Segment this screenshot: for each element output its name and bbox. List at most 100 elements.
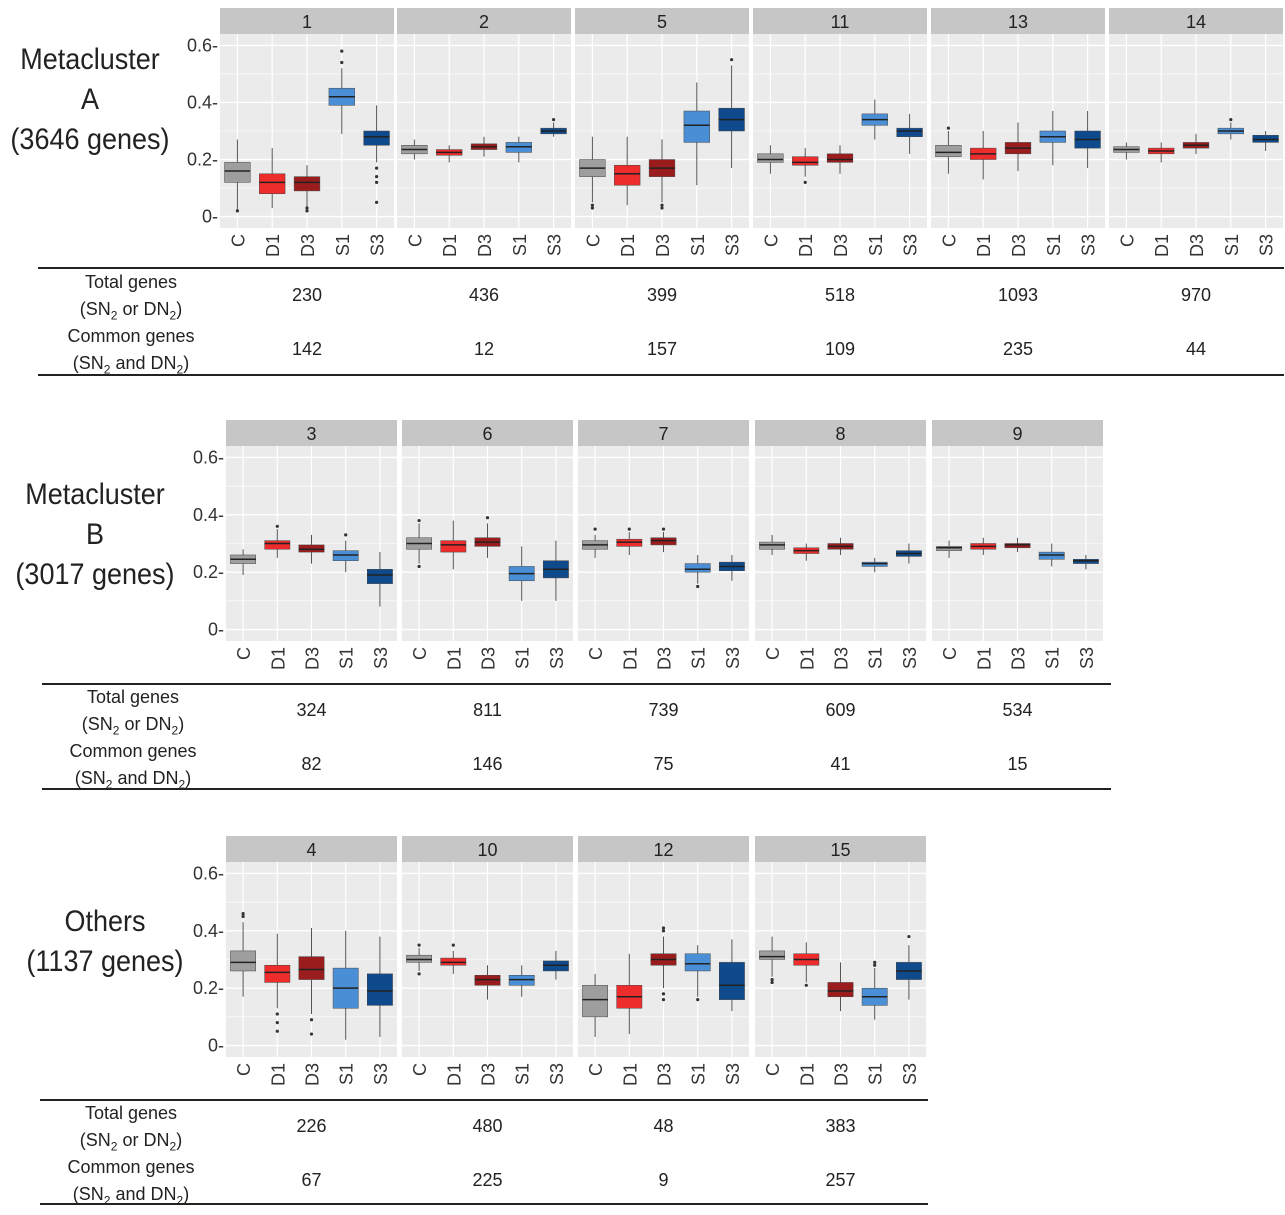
outlier-point [417,972,421,976]
facet-strip [753,8,927,34]
box-D1 [264,540,291,550]
x-tick-label: S1 [513,647,533,669]
outlier-point [873,963,877,967]
outlier-point [305,209,309,213]
outlier-point [275,1029,279,1033]
x-tick-label: D1 [440,234,460,257]
common-genes-value: 146 [472,754,503,774]
facet-label: 7 [658,424,668,444]
facet-label: 14 [1186,12,1206,32]
facet-strip [1109,8,1283,34]
total-genes-value: 609 [825,700,856,720]
x-tick-label: C [1117,234,1137,247]
group-label: Metacluster A (3646 genes) [10,43,170,156]
x-tick-label: D3 [832,1063,852,1086]
y-tick-label: 0.4- [187,92,218,112]
x-tick-label: D1 [618,234,638,257]
x-tick-label: C [763,1063,783,1076]
outlier-point [696,584,700,589]
facet-label: 4 [306,840,316,860]
y-tick-label: 0.2- [187,150,218,170]
common-genes-value: 235 [1002,339,1034,359]
x-tick-label: S3 [547,1063,567,1085]
common-genes-value: 157 [646,339,678,359]
outlier-point [375,175,379,179]
x-tick-label: C [940,647,960,660]
outlier-point [770,980,774,985]
outlier-point [770,977,774,982]
facet-strip [575,8,749,34]
x-tick-label: C [410,647,430,660]
common-genes-label: Common genes (SN2 and DN2) [67,1157,195,1208]
outlier-point [660,203,664,207]
outlier-point [696,998,700,1002]
x-tick-label: D1 [797,647,817,670]
facet-strip [402,836,573,862]
total-genes-value: 230 [291,285,323,305]
x-tick-label: S3 [371,647,391,669]
group-label: Others (1137 genes) [26,905,184,978]
common-genes-value: 225 [472,1170,503,1190]
outlier-point [340,49,344,53]
facet-label: 15 [830,840,850,860]
x-tick-label: C [583,234,603,247]
facet-strip [578,836,749,862]
facet-label: 5 [657,12,667,32]
outlier-point [344,533,348,537]
total-genes-label: Total genes (SN2 or DN2) [79,1103,183,1154]
outlier-point [661,998,666,1002]
box-S3 [363,130,390,146]
facet-strip [755,420,926,446]
outlier-point [907,934,911,939]
outlier-point [309,1032,314,1036]
x-tick-label: D3 [1009,234,1029,257]
common-genes-value: 15 [1007,754,1028,774]
outlier-point [804,983,808,987]
x-tick-label: D1 [797,1063,817,1086]
facet-strip [220,8,394,34]
box-D3 [293,176,321,192]
box-D3 [827,982,854,998]
facet-strip [402,420,573,446]
facet-label: 10 [477,840,497,860]
total-genes-value: 48 [653,1116,674,1136]
box-C [759,950,786,960]
outlier-point [451,943,455,947]
x-tick-label: S1 [688,234,708,256]
y-tick-label: 0.4- [193,505,224,525]
x-tick-label: C [405,234,425,247]
total-genes-label: Total genes (SN2 or DN2) [81,687,185,738]
outlier-point [661,926,666,930]
box-S3 [896,127,923,137]
facet-strip [578,420,749,446]
outlier-point [590,203,595,207]
facet-strip [226,420,397,446]
x-tick-label: D1 [974,647,994,670]
x-tick-label: S1 [513,1063,533,1085]
x-tick-label: S3 [900,1063,920,1085]
x-tick-label: D3 [832,647,852,670]
facet-label: 3 [306,424,316,444]
outlier-point [417,518,421,523]
outlier-point [552,117,556,122]
box-D3 [826,153,854,163]
common-genes-value: 82 [301,754,322,774]
x-tick-label: C [939,234,959,247]
x-tick-label: D1 [268,647,288,670]
x-tick-label: D1 [974,234,994,257]
outlier-point [485,516,490,520]
x-tick-label: C [234,1063,254,1076]
stats-rule-top [38,267,1284,269]
x-tick-label: D1 [620,1063,640,1086]
x-tick-label: S1 [337,1063,357,1085]
box-S1 [683,110,710,143]
total-genes-value: 324 [296,700,327,720]
x-tick-label: S1 [333,234,353,256]
facet-label: 12 [653,840,673,860]
outlier-point [946,126,951,130]
x-tick-label: S3 [545,234,565,256]
outlier-point [803,180,807,184]
x-tick-label: C [586,1063,606,1076]
outlier-point [275,1012,279,1016]
x-tick-label: D3 [655,647,675,670]
